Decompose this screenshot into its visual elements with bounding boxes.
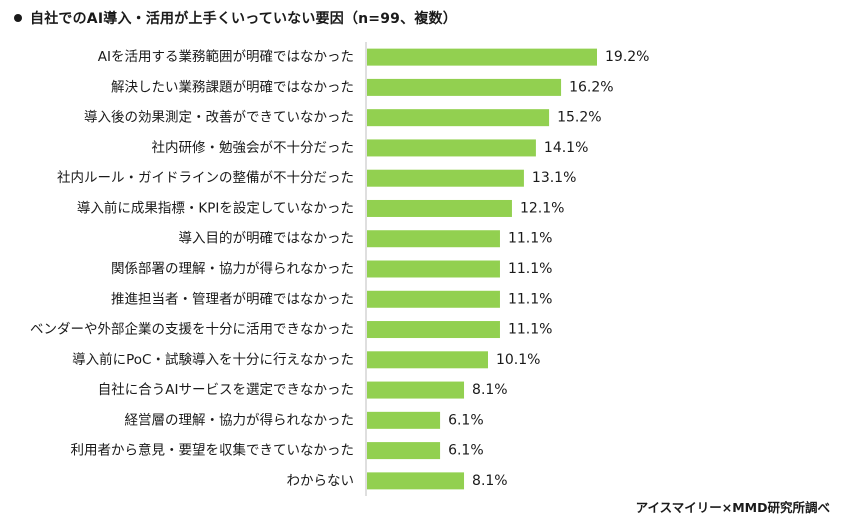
bar [367, 139, 536, 157]
category-label: 推進担当者・管理者が明確ではなかった [111, 291, 354, 307]
bar [367, 442, 441, 460]
value-label: 8.1% [472, 382, 508, 398]
bar [367, 321, 500, 339]
value-label: 11.1% [508, 322, 552, 338]
category-label: 社内ルール・ガイドラインの整備が不十分だった [57, 170, 354, 186]
category-label: 関係部署の理解・協力が得られなかった [111, 260, 354, 277]
bar [367, 199, 512, 217]
value-label: 19.2% [605, 49, 649, 65]
bar [367, 472, 465, 490]
bar [367, 381, 465, 399]
chart-title-row: 自社でのAI導入・活用が上手くいっていない要因（n=99、複数） [14, 8, 457, 28]
value-label: 12.1% [520, 200, 564, 216]
category-label: わからない [287, 473, 355, 489]
title-bullet-icon [14, 14, 22, 22]
category-label: 解決したい業務課題が明確ではなかった [111, 79, 354, 95]
category-label: 経営層の理解・協力が得られなかった [125, 411, 355, 428]
value-label: 10.1% [496, 352, 540, 368]
bar [367, 78, 562, 96]
source-credit: アイスマイリー×MMD研究所調べ [635, 500, 830, 515]
bar [367, 351, 488, 369]
value-label: 16.2% [569, 79, 613, 95]
value-label: 11.1% [508, 261, 552, 277]
value-label: 8.1% [472, 473, 508, 489]
bar [367, 411, 441, 429]
category-label: 導入前に成果指標・KPIを設定していなかった [77, 199, 354, 216]
chart-title: 自社でのAI導入・活用が上手くいっていない要因（n=99、複数） [30, 11, 457, 27]
value-label: 6.1% [448, 412, 484, 428]
category-label: 社内研修・勉強会が不十分だった [152, 140, 355, 156]
bar [367, 109, 550, 127]
category-label: 利用者から意見・要望を収集できていなかった [71, 442, 355, 459]
bar [367, 230, 500, 248]
value-label: 11.1% [508, 231, 552, 247]
category-label: 導入目的が明確ではなかった [179, 231, 355, 247]
category-label: AIを活用する業務範囲が明確ではなかった [98, 49, 354, 65]
category-label: ベンダーや外部企業の支援を十分に活用できなかった [30, 321, 354, 338]
bar [367, 260, 500, 278]
value-label: 11.1% [508, 291, 552, 307]
value-label: 15.2% [557, 110, 601, 126]
value-label: 6.1% [448, 443, 484, 459]
value-label: 14.1% [544, 140, 588, 156]
category-label: 自社に合うAIサービスを選定できなかった [98, 382, 354, 398]
bar [367, 290, 500, 308]
value-label: 13.1% [532, 170, 576, 186]
category-label: 導入前にPoC・試験導入を十分に行えなかった [72, 351, 354, 368]
category-label: 導入後の効果測定・改善ができていなかった [84, 110, 354, 126]
bar [367, 48, 597, 66]
bar [367, 169, 524, 187]
